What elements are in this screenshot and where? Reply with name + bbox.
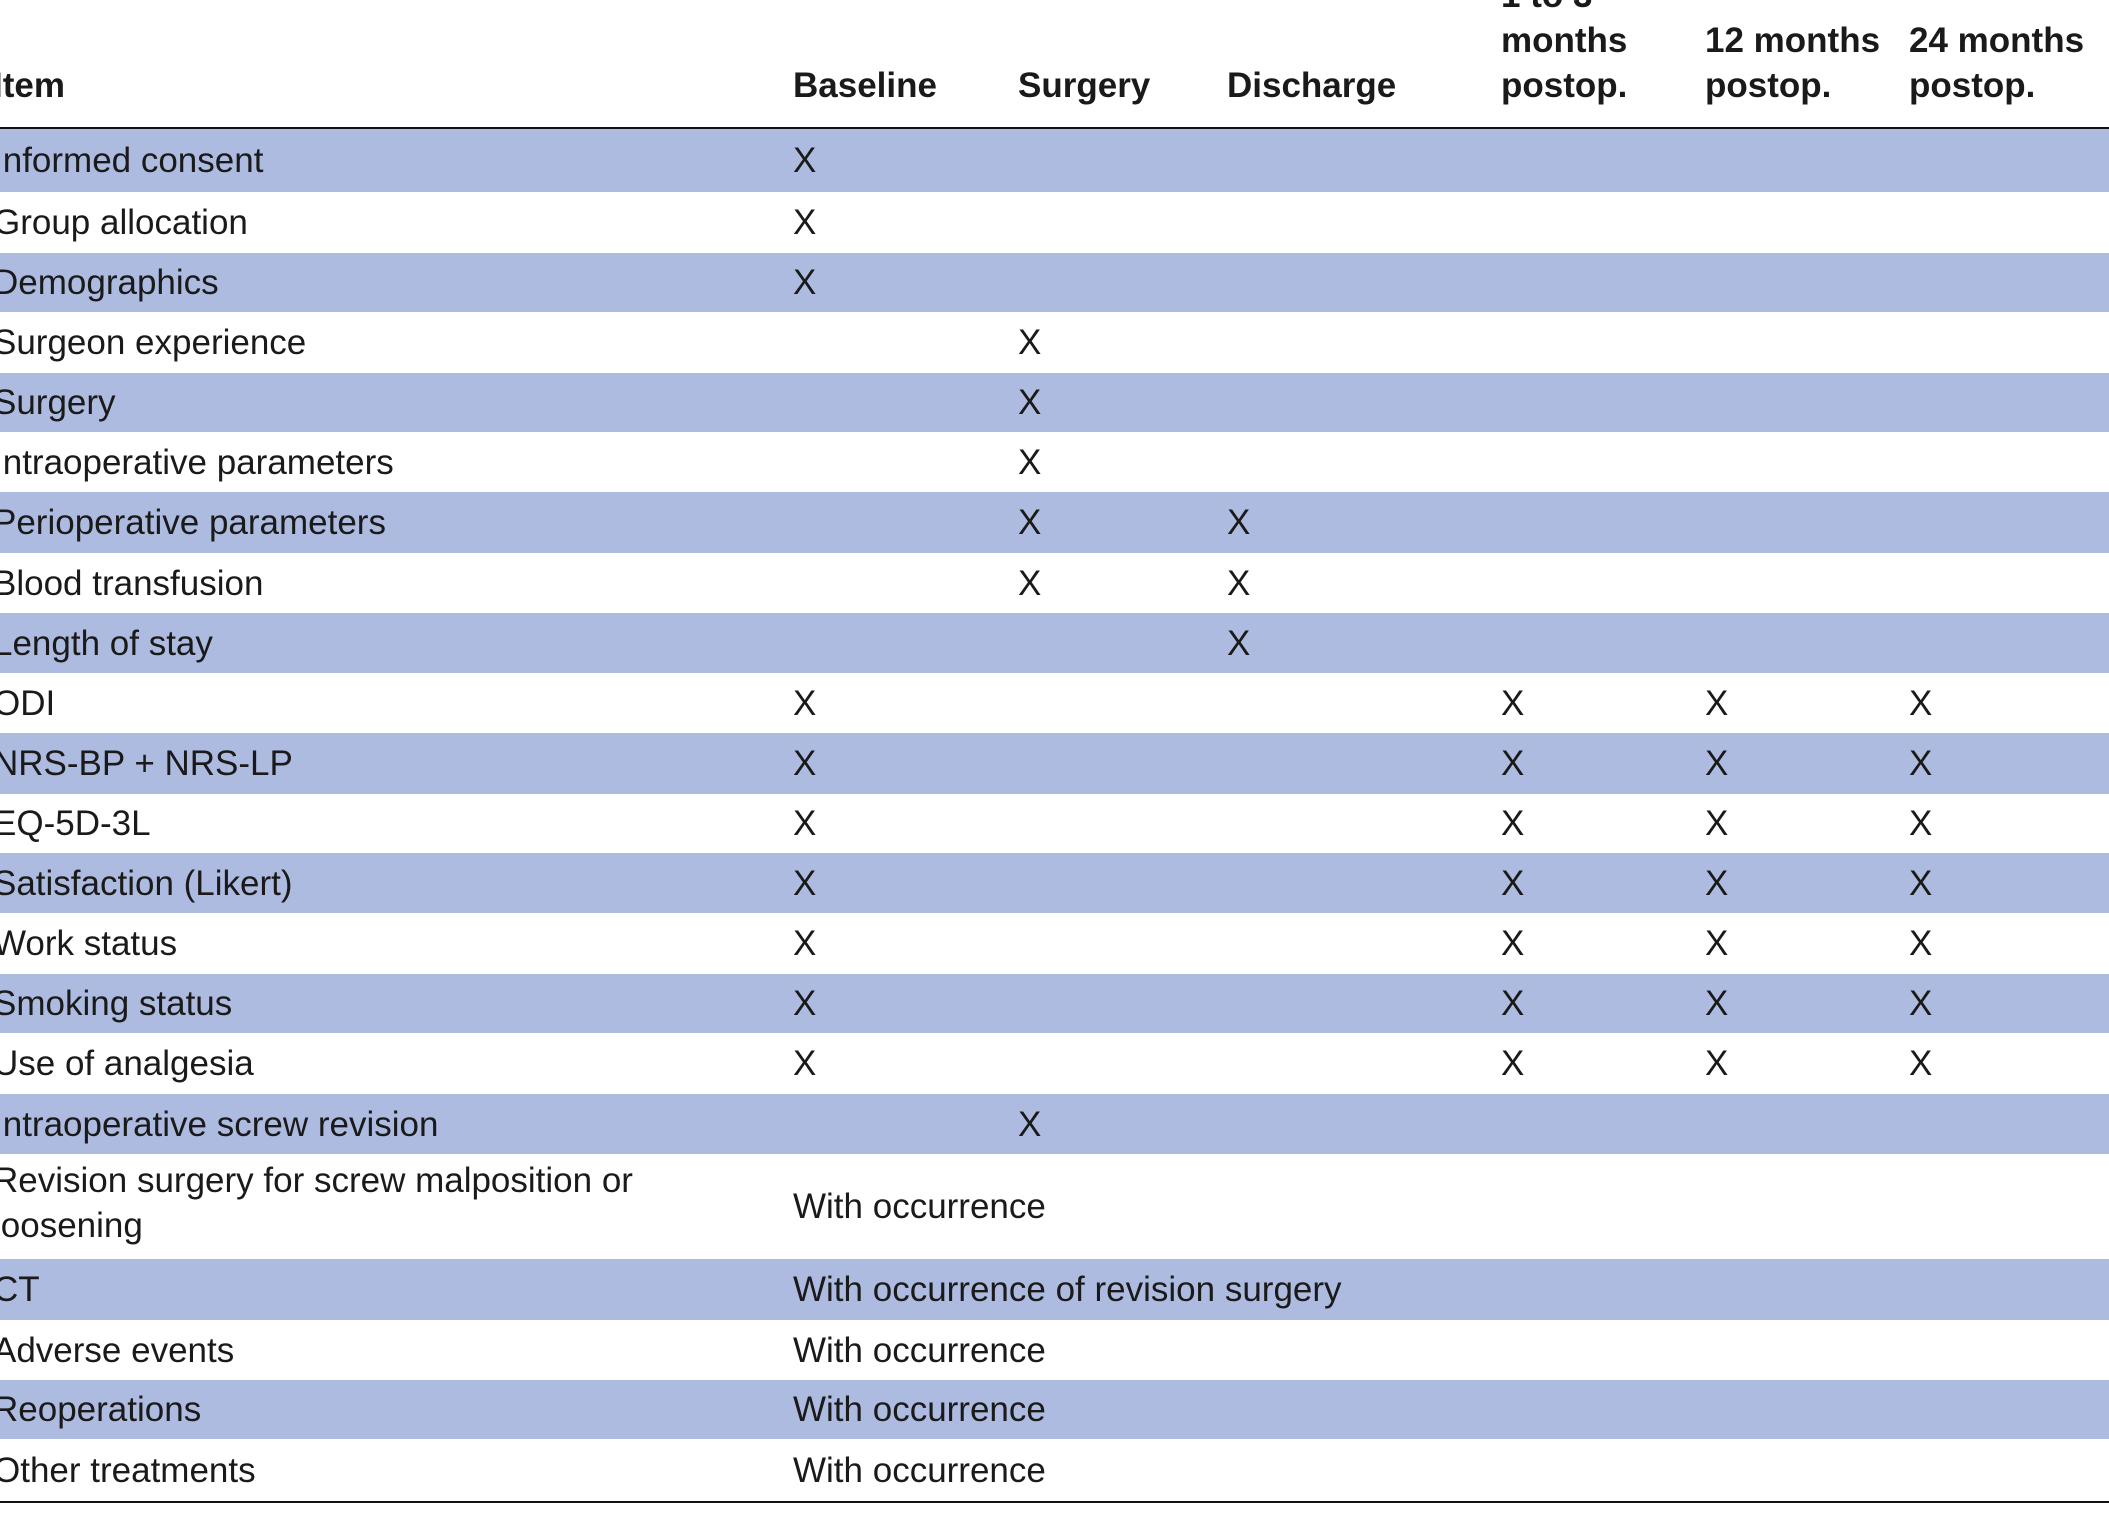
cell-value: X (1018, 323, 1042, 362)
cell-value: X (793, 924, 817, 963)
row-shade (0, 1094, 2109, 1154)
cell-value: X (793, 863, 817, 903)
row-label: Work status (0, 924, 178, 963)
cell-value: X (1705, 683, 1729, 723)
cell-value: X (793, 804, 817, 843)
cell-value: With occurrence (793, 1187, 1046, 1226)
row-label: Reoperations (0, 1390, 202, 1429)
column-header: 12 months postop. (1705, 21, 1881, 105)
cell-value: X (1501, 1044, 1525, 1083)
row-label: NRS-BP + NRS-LP (0, 744, 293, 783)
row-label: Informed consent (0, 141, 264, 180)
cell-value: X (1018, 442, 1042, 482)
cell-value: X (1909, 804, 1933, 843)
cell-value: X (1705, 804, 1729, 843)
row-shade (0, 613, 2109, 673)
cell-value: X (1909, 863, 1933, 903)
cell-value: X (1909, 683, 1933, 723)
cell-value: X (1705, 924, 1729, 963)
row-label: Other treatments (0, 1451, 256, 1490)
row-label: Demographics (0, 263, 219, 302)
cell-value: X (1227, 503, 1251, 542)
row-shade (0, 253, 2109, 312)
cell-value: X (793, 203, 817, 242)
cell-value: X (1227, 563, 1251, 603)
cell-value: X (1501, 984, 1525, 1023)
cell-value: X (1705, 984, 1729, 1023)
cell-value: With occurrence (793, 1330, 1046, 1370)
cell-value: X (1227, 623, 1251, 663)
row-label: Satisfaction (Likert) (0, 863, 293, 903)
row-label: EQ-5D-3L (0, 804, 151, 843)
column-header: 24 months postop. (1909, 21, 2085, 105)
row-label: Adverse events (0, 1330, 235, 1370)
row-label: Group allocation (0, 203, 248, 242)
row-label: ODI (0, 683, 56, 723)
cell-value: X (1501, 924, 1525, 963)
cell-value: X (1018, 563, 1042, 603)
row-shade (0, 853, 2109, 913)
cell-value: X (793, 141, 817, 180)
row-shade (0, 492, 2109, 553)
row-label: Intraoperative parameters (0, 442, 394, 482)
row-label: Surgery (0, 383, 116, 422)
row-label: CT (0, 1270, 40, 1309)
row-shade (0, 974, 2109, 1033)
cell-value: X (793, 683, 817, 723)
row-shade (0, 373, 2109, 432)
cell-value: X (1501, 744, 1525, 783)
cell-value: X (1705, 744, 1729, 783)
cell-value: X (793, 1044, 817, 1083)
row-label: Surgeon experience (0, 323, 307, 362)
row-shade (0, 1259, 2109, 1320)
cell-value: With occurrence (793, 1390, 1046, 1429)
row-label: Blood transfusion (0, 563, 264, 603)
column-header: 1 to 3 months postop. (1501, 0, 1628, 105)
cell-value: X (1909, 744, 1933, 783)
row-label: Length of stay (0, 623, 213, 663)
cell-value: X (1909, 1044, 1933, 1083)
header-rule (0, 127, 2109, 129)
column-header: Item (0, 66, 65, 105)
cell-value: X (1018, 1104, 1042, 1144)
cell-value: X (793, 984, 817, 1023)
cell-value: X (1501, 683, 1525, 723)
row-label: Smoking status (0, 984, 233, 1023)
cell-value: X (1705, 863, 1729, 903)
row-label: Revision surgery for screw malposition o… (0, 1160, 633, 1245)
cell-value: With occurrence of revision surgery (793, 1270, 1342, 1309)
bottom-rule (0, 1501, 2109, 1503)
cell-value: X (1501, 804, 1525, 843)
cell-value: X (793, 263, 817, 302)
row-label: Use of analgesia (0, 1044, 254, 1083)
cell-value: X (1501, 863, 1525, 903)
column-header: Baseline (793, 66, 937, 105)
row-shade (0, 733, 2109, 794)
cell-value: X (1018, 383, 1042, 422)
cell-value: X (793, 744, 817, 783)
column-header: Discharge (1227, 66, 1397, 105)
row-shade (0, 129, 2109, 192)
cell-value: X (1018, 503, 1042, 542)
cell-value: X (1909, 984, 1933, 1023)
cell-value: X (1705, 1044, 1729, 1083)
cell-value: X (1909, 924, 1933, 963)
row-shade (0, 1380, 2109, 1439)
column-header: Surgery (1018, 66, 1151, 105)
row-label: Perioperative parameters (0, 503, 386, 542)
cell-value: With occurrence (793, 1451, 1046, 1490)
row-label: Intraoperative screw revision (0, 1104, 439, 1144)
